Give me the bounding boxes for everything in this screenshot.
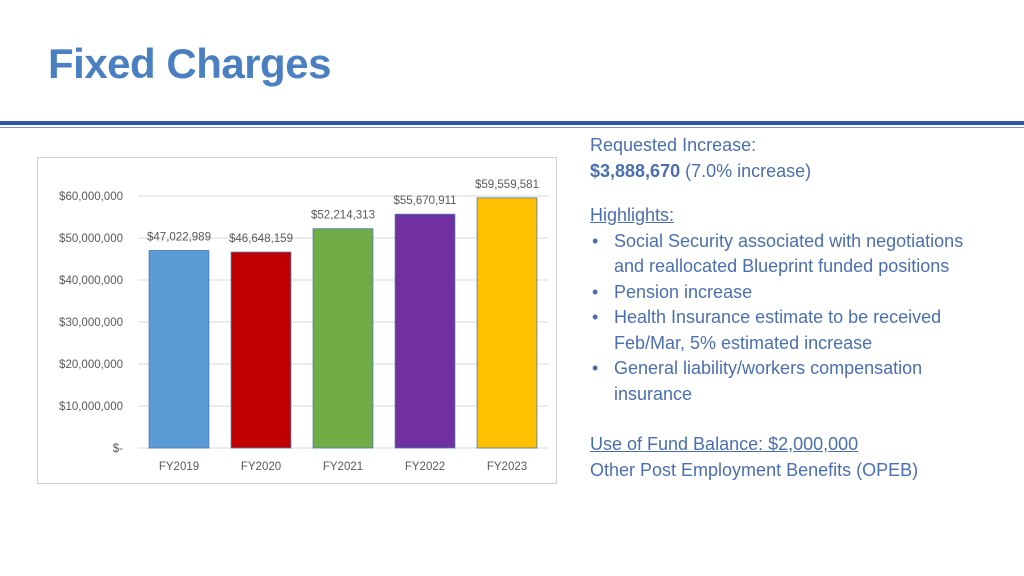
highlights-heading: Highlights: — [590, 205, 675, 225]
y-tick-label: $50,000,000 — [59, 233, 123, 245]
data-label: $46,648,159 — [229, 233, 293, 245]
highlight-text: Feb/Mar, 5% estimated increase — [614, 332, 873, 353]
highlight-item: • Pension increase — [590, 280, 1020, 306]
title-divider — [0, 121, 1024, 125]
bar — [394, 213, 456, 449]
highlight-text: insurance — [614, 383, 693, 404]
highlight-item: and reallocated Blueprint funded positio… — [590, 254, 1020, 280]
bar — [230, 251, 292, 449]
bullet-icon: • — [592, 307, 599, 327]
x-tick-label: FY2020 — [241, 461, 281, 473]
highlight-text: Health Insurance estimate to be received — [614, 307, 942, 327]
x-tick-label: FY2022 — [405, 461, 445, 473]
requested-increase-percent: (7.0% increase) — [685, 160, 812, 181]
y-tick-label: $30,000,000 — [59, 317, 123, 329]
highlight-text: and reallocated Blueprint funded positio… — [614, 256, 950, 276]
summary-panel: Requested Increase: $3,888,670 (7.0% inc… — [590, 133, 1020, 483]
x-tick-label: FY2021 — [323, 461, 363, 473]
bar — [148, 250, 210, 449]
bullet-icon: • — [592, 358, 599, 378]
data-label: $59,559,581 — [475, 179, 539, 191]
highlight-item: Feb/Mar, 5% estimated increase — [590, 331, 1020, 357]
requested-increase-label: Requested Increase: — [590, 135, 757, 155]
highlight-item: • Social Security associated with negotia… — [590, 229, 1020, 255]
x-tick-label: FY2023 — [487, 461, 527, 473]
title-divider-thin — [0, 127, 1024, 128]
slide-title: Fixed Charges — [48, 40, 331, 87]
bar — [312, 228, 374, 449]
y-tick-label: $20,000,000 — [59, 359, 123, 371]
y-tick-label: $10,000,000 — [59, 401, 123, 413]
bullet-icon: • — [592, 281, 599, 302]
highlight-text: General liability/workers compensation — [614, 358, 923, 378]
fund-balance-line: Use of Fund Balance: $2,000,000 — [590, 434, 859, 454]
data-label: $55,670,911 — [393, 195, 456, 207]
requested-increase-line: $3,888,670 (7.0% increase) — [590, 159, 1020, 185]
y-tick-label: $- — [113, 443, 123, 455]
x-tick-label: FY2019 — [159, 461, 199, 473]
bullet-icon: • — [592, 230, 599, 251]
bar — [476, 197, 538, 449]
requested-increase-amount: $3,888,670 — [590, 160, 681, 181]
highlight-item: • General liability/workers compensation — [590, 356, 1020, 382]
data-label: $47,022,989 — [147, 232, 211, 244]
y-tick-label: $40,000,000 — [59, 275, 123, 287]
y-tick-label: $60,000,000 — [59, 191, 123, 203]
highlights-list: • Social Security associated with negotia… — [590, 229, 1020, 408]
data-label: $52,214,313 — [311, 210, 375, 222]
highlight-item: insurance — [590, 382, 1020, 408]
highlight-text: Social Security associated with negotiat… — [614, 230, 964, 251]
highlight-item: • Health Insurance estimate to be receive… — [590, 305, 1020, 331]
bar-chart-svg: $- $10,000,000 $20,000,000 $30,000,000 $40,0… — [59, 179, 548, 473]
highlight-text: Pension increase — [614, 281, 753, 302]
opeb-line: Other Post Employment Benefits (OPEB) — [590, 459, 919, 480]
bar-chart: $- $10,000,000 $20,000,000 $30,000,000 $40,0… — [37, 157, 557, 484]
